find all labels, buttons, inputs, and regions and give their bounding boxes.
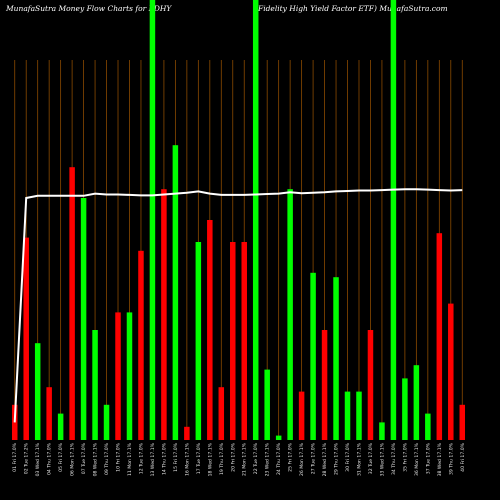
x-tick-label: 38 Wed 17.1% [437,442,443,476]
bar-down [138,250,144,440]
bar-down [184,426,190,440]
x-tick-label: 40 Fri 17.0% [460,442,466,471]
chart-title-right: Fidelity High Yield Factor ETF) MunafaSu… [258,4,448,13]
bar-down [298,391,305,440]
x-tick-label: 02 Tue 17.2% [24,442,30,474]
x-tick-label: 07 Tue 17.0% [81,442,87,474]
x-tick-label: 09 Thu 17.0% [104,442,110,475]
money-flow-line [13,188,463,423]
bar-up [92,330,98,440]
bar-down [367,330,374,440]
bar-up [252,0,259,440]
x-tick-label: 36 Mon 17.1% [414,442,420,476]
bar-up [80,198,87,440]
bar-down [321,330,328,440]
x-tick-label: 01 Fri 17.0% [12,442,18,471]
bar-up [34,343,41,440]
x-tick-label: 32 Tue 17.0% [368,442,374,474]
bar-up [57,413,64,440]
x-tick-label: 17 Tue 17.0% [196,442,202,474]
bar-down [207,220,213,440]
x-tick-label: 05 Fri 17.0% [58,442,64,471]
bars [11,0,466,440]
x-tick-label: 11 Mon 17.1% [127,442,133,476]
bar-down [46,387,52,440]
bar-up [264,369,270,440]
x-tick-label: 08 Wed 17.1% [93,442,99,476]
bar-up [126,312,133,440]
x-tick-label: 28 Wed 17.1% [322,442,328,476]
x-tick-label: 39 Thu 17.0% [448,442,454,475]
x-tick-label: 06 Mon 17.1% [70,442,76,476]
x-tick-label: 12 Tue 17.0% [138,442,144,474]
chart-title-left: MunafaSutra Money Flow Charts for FDHY [6,4,172,13]
x-tick-label: 03 Wed 17.1% [35,442,41,476]
x-tick-label: 21 Mon 17.1% [242,442,248,476]
bar-up [275,435,282,440]
bar-up [425,413,431,440]
bar-down [436,233,443,440]
x-tick-label: 23 Wed 17.1% [265,442,271,476]
x-tick-label: 20 Fri 17.0% [230,442,236,471]
x-tick-label: 34 Thu 17.0% [391,442,397,475]
x-tick-label: 31 Mon 17.1% [356,442,362,476]
x-tick-label: 30 Fri 17.0% [345,442,351,471]
bar-up [287,189,293,440]
x-tick-label: 24 Thu 17.0% [276,442,282,475]
x-tick-label: 35 Fri 17.0% [402,442,408,471]
bar-up [413,365,420,440]
bar-down [448,303,454,440]
bar-up [310,272,316,440]
bar-down [161,189,167,440]
bar-up [195,242,202,440]
bar-down [241,242,247,440]
bar-down [230,242,236,440]
x-tick-label: 37 Tue 17.0% [425,442,431,474]
bar-down [23,237,29,440]
bar-up [149,0,156,440]
bar-up [333,277,339,440]
bar-up [356,391,362,440]
bar-up [379,422,385,440]
x-tick-label: 25 Fri 17.0% [288,442,294,471]
bar-down [69,167,75,440]
x-tick-label: 14 Thu 17.0% [161,442,167,475]
x-tick-label: 22 Tue 17.0% [253,442,259,474]
x-tick-label: 15 Fri 17.0% [173,442,179,471]
x-tick-label: 13 Wed 17.1% [150,442,156,476]
bar-up [402,378,408,440]
x-tick-label: 18 Wed 17.1% [207,442,213,476]
bar-down [115,312,121,440]
x-tick-label: 16 Mon 17.1% [184,442,190,476]
x-tick-label: 19 Thu 17.0% [219,442,225,475]
x-tick-label: 29 Thu 17.0% [334,442,340,475]
bar-down [459,404,466,440]
x-tick-label: 04 Thu 17.0% [47,442,53,475]
x-tick-label: 10 Fri 17.0% [116,442,122,471]
bar-up [344,391,351,440]
bar-down [218,387,225,440]
x-tick-label: 26 Mon 17.1% [299,442,305,476]
bar-up [390,0,397,440]
bar-up [103,404,110,440]
bar-up [172,145,179,440]
x-tick-label: 33 Wed 17.1% [379,442,385,476]
x-tick-labels: 01 Fri 17.0% 02 Tue 17.2% 03 Wed 17.1% 04 T… [12,442,466,476]
x-tick-label: 27 Tue 17.0% [311,442,317,474]
